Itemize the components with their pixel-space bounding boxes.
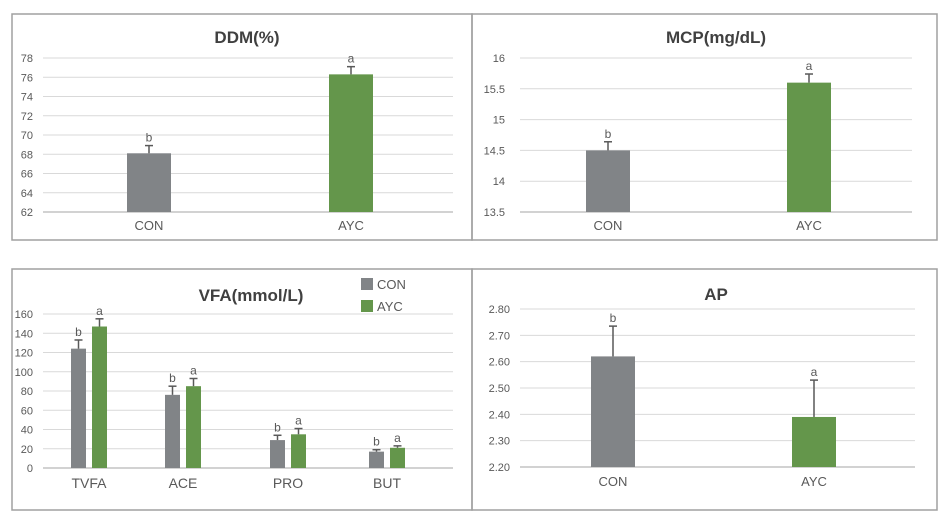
significance-label: a	[295, 414, 302, 428]
x-category-label: CON	[599, 474, 628, 489]
y-tick-label: 2.60	[489, 357, 510, 369]
bar	[291, 434, 306, 468]
x-category-label: CON	[594, 218, 623, 233]
y-tick-label: 2.40	[489, 409, 510, 421]
bar	[586, 150, 630, 212]
bar	[390, 447, 405, 468]
legend-swatch	[361, 278, 373, 290]
significance-label: b	[274, 420, 281, 434]
bar	[329, 74, 373, 212]
significance-label: a	[96, 304, 103, 318]
chart-panel-0: 62 64 66 68 70 72 74 76 78 DDM(%) b a CON AYC	[11, 13, 473, 241]
y-tick-label: 140	[15, 328, 33, 340]
x-category-label: AYC	[801, 474, 827, 489]
bar	[165, 394, 180, 468]
bar	[92, 326, 107, 468]
y-tick-label: 20	[21, 444, 33, 456]
x-category-label: AYC	[338, 218, 364, 233]
significance-label: a	[806, 59, 813, 73]
y-tick-label: 78	[21, 53, 33, 65]
bar	[787, 82, 831, 212]
y-tick-label: 2.50	[489, 383, 510, 395]
y-tick-label: 68	[21, 149, 33, 161]
y-tick-label: 60	[21, 405, 33, 417]
y-tick-label: 72	[21, 111, 33, 123]
significance-label: a	[394, 431, 401, 445]
x-category-label: BUT	[373, 475, 401, 491]
y-tick-label: 13.5	[484, 207, 505, 219]
y-tick-label: 66	[21, 169, 33, 181]
y-tick-label: 80	[21, 386, 33, 398]
y-tick-label: 14.5	[484, 145, 505, 157]
y-tick-label: 120	[15, 348, 33, 360]
y-tick-label: 100	[15, 367, 33, 379]
x-category-label: CON	[135, 218, 164, 233]
y-tick-label: 160	[15, 309, 33, 321]
bar	[792, 416, 836, 467]
panel-border	[471, 13, 938, 241]
significance-label: a	[811, 365, 818, 379]
y-tick-label: 14	[493, 176, 505, 188]
significance-label: b	[610, 311, 617, 325]
y-tick-label: 74	[21, 92, 33, 104]
y-tick-label: 16	[493, 53, 505, 65]
panel-border	[11, 13, 473, 241]
significance-label: a	[190, 363, 197, 377]
y-tick-label: 40	[21, 425, 33, 437]
significance-label: b	[373, 435, 380, 449]
bar	[186, 386, 201, 468]
significance-label: a	[348, 52, 355, 66]
y-tick-label: 2.20	[489, 462, 510, 474]
x-category-label: ACE	[169, 475, 198, 491]
chart-title: MCP(mg/dL)	[666, 28, 766, 47]
significance-label: b	[169, 371, 176, 385]
y-tick-label: 15.5	[484, 84, 505, 96]
bar	[127, 153, 171, 212]
y-tick-label: 64	[21, 188, 33, 200]
bar	[71, 348, 86, 468]
significance-label: b	[75, 325, 82, 339]
y-tick-label: 0	[27, 463, 33, 475]
x-category-label: PRO	[273, 475, 303, 491]
legend-swatch	[361, 300, 373, 312]
y-tick-label: 2.70	[489, 330, 510, 342]
chart-title: DDM(%)	[214, 28, 279, 47]
y-tick-label: 62	[21, 207, 33, 219]
legend-label: CON	[377, 277, 406, 292]
y-tick-label: 70	[21, 130, 33, 142]
chart-title: VFA(mmol/L)	[199, 286, 304, 305]
y-tick-label: 2.30	[489, 436, 510, 448]
chart-panel-2: 020406080100120140160VFA(mmol/L)bbbbaaaa…	[11, 268, 473, 511]
bar	[270, 440, 285, 468]
y-tick-label: 76	[21, 72, 33, 84]
chart-panel-1: 13.5 14 14.5 15 15.5 16 MCP(mg/dL) b a CON AYC	[471, 13, 938, 241]
bar	[591, 356, 635, 467]
x-category-label: AYC	[796, 218, 822, 233]
panel-border	[471, 268, 938, 511]
significance-label: b	[605, 127, 612, 141]
significance-label: b	[146, 131, 153, 145]
x-category-label: TVFA	[71, 475, 107, 491]
chart-title: AP	[704, 285, 728, 304]
bar	[369, 451, 384, 468]
chart-panel-3: 2.20 2.30 2.40 2.50 2.60 2.70 2.80 AP b a CON AYC	[471, 268, 938, 511]
legend-label: AYC	[377, 299, 403, 314]
y-tick-label: 15	[493, 115, 505, 127]
y-tick-label: 2.80	[489, 304, 510, 316]
